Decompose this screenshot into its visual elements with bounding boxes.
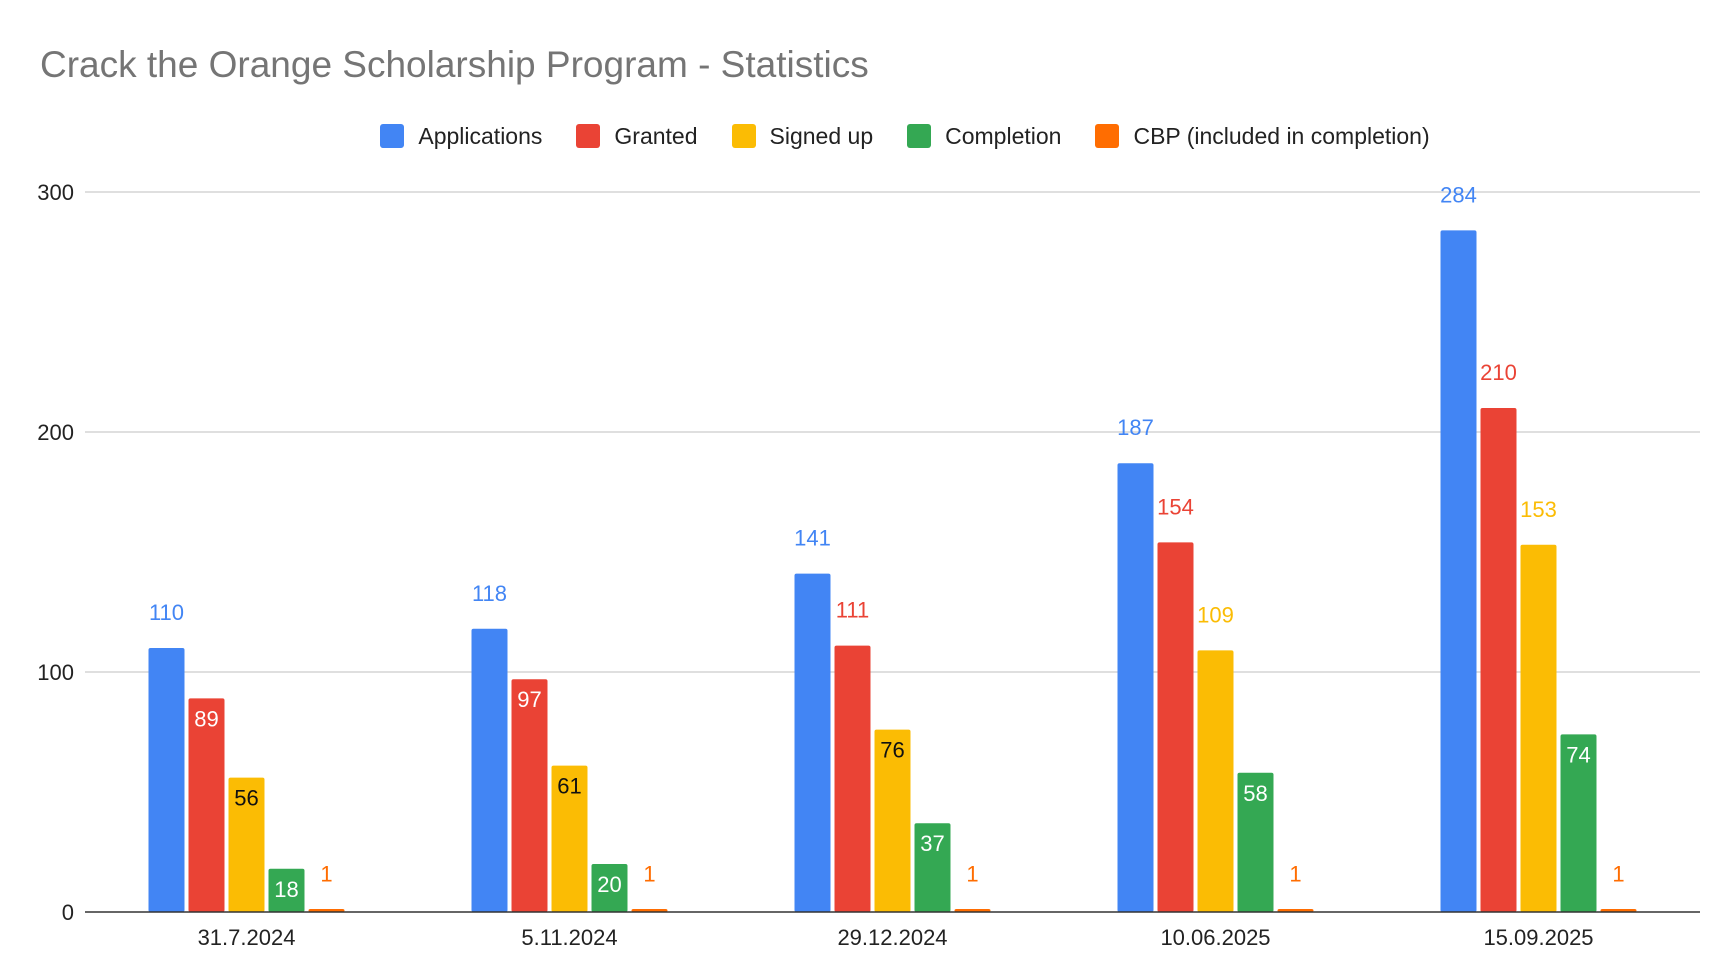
data-label: 154 [1157, 494, 1194, 519]
bar [228, 777, 265, 912]
bar [1197, 650, 1234, 912]
y-tick-label: 300 [37, 180, 74, 205]
legend-label: Completion [945, 122, 1062, 149]
data-label: 37 [920, 831, 944, 856]
data-label: 210 [1480, 360, 1517, 385]
legend-label: CBP (included in completion) [1133, 122, 1430, 149]
bar [188, 698, 225, 912]
bar [1520, 544, 1557, 912]
y-tick-label: 0 [62, 900, 74, 925]
data-label: 118 [472, 581, 507, 606]
bar [794, 573, 831, 912]
y-tick-label: 200 [37, 420, 74, 445]
x-tick-label: 5.11.2024 [521, 925, 617, 950]
bar [1480, 408, 1517, 912]
x-tick-label: 15.09.2025 [1483, 925, 1593, 950]
x-tick-label: 10.06.2025 [1160, 925, 1270, 950]
legend-swatch [1095, 124, 1120, 148]
legend-item-5: CBP (included in completion) [1095, 122, 1430, 150]
legend-swatch [731, 124, 756, 148]
data-label: 153 [1520, 497, 1557, 522]
data-label: 20 [597, 872, 621, 897]
legend-swatch [380, 124, 405, 148]
bar [268, 868, 305, 912]
data-label: 74 [1566, 742, 1590, 767]
x-tick-label: 31.7.2024 [198, 925, 296, 950]
bar [511, 679, 548, 912]
bar [551, 765, 588, 912]
bar [1117, 463, 1154, 912]
legend-swatch [907, 124, 932, 148]
legend-label: Applications [418, 122, 543, 149]
legend-item-2: Granted [576, 122, 698, 150]
data-label: 141 [794, 526, 831, 551]
legend-swatch [576, 124, 601, 148]
data-label: 18 [274, 877, 298, 902]
legend-item-4: Completion [907, 123, 1061, 150]
bar [834, 645, 871, 912]
data-label: 1 [643, 862, 655, 887]
data-label: 58 [1243, 781, 1267, 806]
data-label: 1 [966, 862, 978, 887]
data-label: 61 [557, 774, 581, 799]
bar [1440, 230, 1477, 912]
bar [914, 823, 951, 912]
legend-label: Signed up [769, 122, 874, 149]
bar [471, 628, 508, 912]
bar [1157, 542, 1194, 912]
legend-item-1: Applications [380, 123, 542, 150]
legend: Applications Granted Signed up Completion CB… [0, 118, 1730, 154]
data-label: 1 [320, 862, 332, 887]
data-label: 111 [836, 598, 869, 623]
data-label: 97 [517, 687, 541, 712]
bar [148, 648, 185, 912]
data-label: 1 [1612, 862, 1624, 887]
data-label: 56 [234, 786, 258, 811]
data-label: 110 [149, 600, 184, 625]
bar [874, 729, 911, 912]
data-label: 187 [1117, 415, 1154, 440]
bar [591, 864, 628, 912]
data-label: 1 [1289, 862, 1301, 887]
legend-label: Granted [614, 122, 698, 149]
bar [1237, 772, 1274, 912]
chart-title: Crack the Orange Scholarship Program - S… [40, 44, 869, 85]
data-label: 109 [1197, 602, 1234, 627]
data-label: 76 [880, 738, 904, 763]
bar [1560, 734, 1597, 912]
y-tick-label: 100 [37, 660, 74, 685]
x-tick-label: 29.12.2024 [837, 925, 947, 950]
data-label: 284 [1440, 182, 1477, 207]
data-label: 89 [194, 706, 218, 731]
legend-item-3: Signed up [731, 122, 874, 150]
